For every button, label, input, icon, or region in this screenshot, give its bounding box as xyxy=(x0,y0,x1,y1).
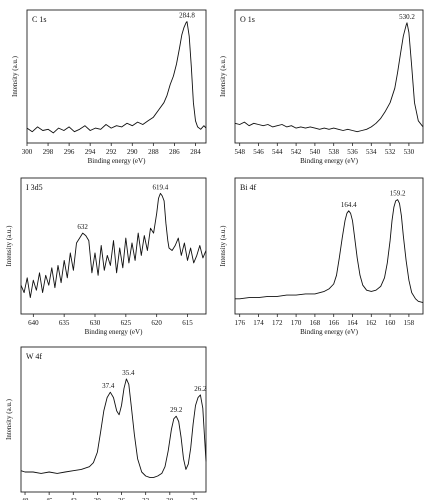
chart-svg: 640 635 630 625 620 615 Binding energy (eV) Int… xyxy=(5,177,207,336)
x-tick-label: 48 xyxy=(22,497,30,500)
x-tick-label: 162 xyxy=(366,319,377,327)
plot-frame xyxy=(234,9,424,144)
x-tick-label: 170 xyxy=(291,319,302,327)
x-tick-label: 166 xyxy=(328,319,339,327)
x-tick-label: 158 xyxy=(404,319,415,327)
x-axis-label: Binding energy (eV) xyxy=(300,157,358,165)
x-tick-label: 546 xyxy=(253,148,264,156)
x-tick-label: 625 xyxy=(121,319,132,327)
peak-label: 29.2 xyxy=(170,406,183,414)
x-tick-label: 620 xyxy=(151,319,162,327)
x-tick-label: 630 xyxy=(90,319,101,327)
chart-w4f: 48 45 42 39 36 33 30 27 Binding energy (eV) Inten… xyxy=(0,330,214,500)
x-tick-label: 30 xyxy=(166,497,174,500)
x-tick-label: 300 xyxy=(22,148,33,156)
peak-label: 26.2 xyxy=(194,385,207,393)
y-axis-label: Intensity (a.u.) xyxy=(5,398,13,440)
chart-bi4f: 176 174 172 170 168 166 164 162 160 158 Binding en… xyxy=(214,165,429,336)
peak-label: 619.4 xyxy=(152,183,168,191)
chart-svg: 300 298 296 294 292 290 288 286 284 Binding energ… xyxy=(11,9,207,165)
x-tick-label: 640 xyxy=(28,319,39,327)
spectrum-line xyxy=(235,199,424,304)
spectrum-line xyxy=(26,21,207,134)
x-tick-label: 292 xyxy=(106,148,117,156)
peak-label: 159.2 xyxy=(390,190,406,198)
x-axis-label: Binding energy (eV) xyxy=(300,328,358,336)
y-axis-label: Intensity (a.u.) xyxy=(5,225,13,267)
x-tick-label: 284 xyxy=(190,148,201,156)
peak-label: 37.4 xyxy=(102,382,115,390)
x-tick-label: 36 xyxy=(118,497,126,500)
x-tick-label: 615 xyxy=(182,319,193,327)
x-tick-label: 532 xyxy=(385,148,396,156)
x-tick-label: 288 xyxy=(148,148,159,156)
peak-label: 632 xyxy=(77,223,88,231)
chart-svg: 176 174 172 170 168 166 164 162 160 158 Binding en… xyxy=(219,177,424,336)
chart-o1s: 548 546 544 542 540 538 536 534 532 530 Binding en… xyxy=(214,0,429,165)
spectrum-line xyxy=(20,192,207,299)
plot-frame xyxy=(20,346,207,493)
peak-label: 284.8 xyxy=(179,12,195,20)
x-axis-label: Binding energy (eV) xyxy=(85,328,143,336)
plot-frame xyxy=(234,177,424,315)
x-tick-label: 294 xyxy=(85,148,96,156)
chart-svg: 548 546 544 542 540 538 536 534 532 530 Binding en… xyxy=(219,9,424,165)
y-axis-label: Intensity (a.u.) xyxy=(11,55,19,97)
x-tick-label: 544 xyxy=(272,148,283,156)
x-tick-label: 635 xyxy=(59,319,70,327)
x-tick-label: 45 xyxy=(46,497,54,500)
x-tick-label: 542 xyxy=(291,148,302,156)
peak-label: 164.4 xyxy=(341,201,357,209)
x-tick-label: 548 xyxy=(234,148,245,156)
x-tick-label: 33 xyxy=(142,497,150,500)
x-tick-label: 176 xyxy=(234,319,245,327)
x-tick-label: 160 xyxy=(385,319,396,327)
x-tick-label: 286 xyxy=(169,148,180,156)
chart-i3d5: 640 635 630 625 620 615 Binding energy (eV) Int… xyxy=(0,165,214,336)
plot-frame xyxy=(20,177,207,315)
peak-label: 35.4 xyxy=(122,369,135,377)
peak-label: 530.2 xyxy=(399,13,415,21)
x-tick-label: 39 xyxy=(94,497,102,500)
plot-frame xyxy=(26,9,207,144)
panel-label: O 1s xyxy=(240,15,255,24)
chart-c1s: 300 298 296 294 292 290 288 286 284 Binding energ… xyxy=(0,0,214,165)
y-axis-label: Intensity (a.u.) xyxy=(219,55,227,97)
chart-svg: 4845423936333027Binding energy (eV)Inten… xyxy=(5,346,207,500)
x-tick-label: 168 xyxy=(310,319,321,327)
x-tick-label: 27 xyxy=(190,497,198,500)
x-tick-label: 164 xyxy=(347,319,358,327)
x-tick-label: 536 xyxy=(347,148,358,156)
x-tick-label: 538 xyxy=(328,148,339,156)
x-tick-label: 42 xyxy=(70,497,78,500)
x-tick-label: 530 xyxy=(404,148,415,156)
x-tick-label: 298 xyxy=(43,148,54,156)
panel-label: Bi 4f xyxy=(240,183,257,192)
panel-label: I 3d5 xyxy=(26,183,43,192)
x-axis-label: Binding energy (eV) xyxy=(88,157,146,165)
x-tick-label: 296 xyxy=(64,148,75,156)
x-tick-label: 172 xyxy=(272,319,283,327)
x-tick-label: 540 xyxy=(310,148,321,156)
panel-label: C 1s xyxy=(32,15,46,24)
panel-label: W 4f xyxy=(26,352,42,361)
spectrum-line xyxy=(20,378,207,478)
spectrum-line xyxy=(234,22,424,133)
x-tick-label: 534 xyxy=(366,148,377,156)
x-tick-label: 290 xyxy=(127,148,138,156)
y-axis-label: Intensity (a.u.) xyxy=(219,225,227,267)
x-tick-label: 174 xyxy=(253,319,264,327)
